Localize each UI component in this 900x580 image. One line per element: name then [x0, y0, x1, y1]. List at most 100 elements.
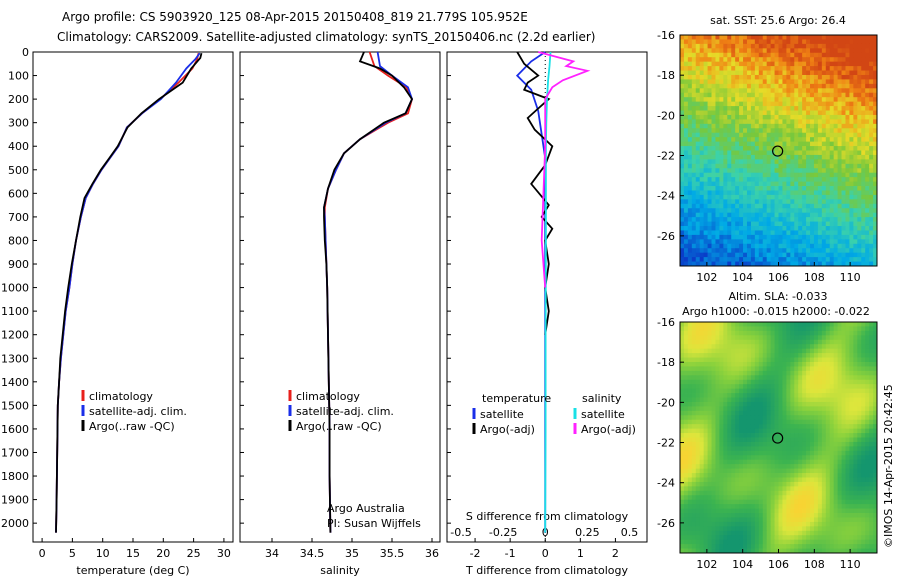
map-cell — [802, 190, 807, 196]
map-cell — [829, 101, 835, 107]
map-cell — [762, 243, 768, 249]
map-cell — [861, 70, 866, 76]
map-cell — [699, 490, 705, 496]
map-cell — [711, 52, 716, 58]
map-cell — [774, 424, 779, 430]
map-cell — [707, 464, 712, 469]
map-cell — [869, 261, 874, 267]
map-cell — [723, 186, 728, 191]
map-cell — [715, 230, 720, 236]
map-cell — [723, 70, 728, 76]
map-cell — [865, 339, 870, 345]
map-cell — [758, 234, 764, 240]
map-cell — [723, 119, 728, 125]
map-cell — [786, 437, 791, 443]
map-cell — [837, 66, 842, 71]
map-cell — [695, 437, 701, 443]
map-cell — [833, 252, 838, 258]
map-cell — [869, 366, 874, 372]
map-cell — [683, 441, 689, 447]
map-cell — [845, 43, 850, 49]
map-cell — [813, 455, 819, 461]
map-cell — [802, 163, 807, 169]
map-cell — [810, 74, 815, 80]
map-cell — [813, 61, 819, 67]
map-cell — [798, 48, 803, 54]
map-cell — [829, 499, 835, 505]
map-cell — [691, 39, 697, 45]
map-cell — [813, 70, 819, 76]
map-cell — [857, 203, 862, 209]
map-cell — [853, 361, 858, 367]
map-cell — [707, 39, 712, 45]
map-cell — [731, 348, 736, 354]
map-cell — [849, 199, 854, 205]
map-cell — [782, 450, 787, 456]
map-cell — [739, 66, 744, 71]
map-cell — [790, 186, 795, 191]
map-cell — [837, 88, 842, 94]
map-cell — [853, 477, 858, 483]
map-cell — [825, 221, 831, 227]
map-cell — [833, 410, 838, 416]
map-cell — [687, 92, 693, 98]
map-cell — [754, 119, 760, 125]
map-cell — [707, 361, 712, 367]
map-cell — [817, 221, 823, 227]
map-cell — [683, 446, 689, 452]
map-cell — [861, 79, 866, 85]
map-cell — [691, 388, 697, 394]
map-cell — [774, 88, 779, 94]
map-cell — [817, 361, 823, 367]
map-cell — [853, 357, 858, 363]
map-cell — [723, 344, 728, 350]
map-cell — [774, 348, 779, 354]
map-cell — [746, 348, 752, 354]
map-cell — [719, 114, 724, 120]
map-cell — [829, 477, 835, 483]
map-cell — [739, 464, 744, 469]
map-cell — [845, 154, 850, 160]
map-cell — [833, 154, 838, 160]
map-cell — [817, 330, 823, 336]
map-cell — [825, 261, 831, 267]
map-cell — [813, 186, 819, 191]
map-cell — [680, 499, 685, 505]
map-cell — [813, 234, 819, 240]
map-cell — [750, 79, 756, 85]
map-cell — [849, 366, 854, 372]
map-cell — [849, 172, 854, 178]
map-cell — [680, 495, 685, 501]
map-cell — [794, 97, 799, 103]
map-cell — [849, 348, 854, 354]
map-cell — [782, 397, 787, 403]
map-cell — [833, 39, 838, 45]
map-cell — [774, 226, 779, 231]
map-cell — [711, 83, 716, 89]
map-cell — [691, 154, 697, 160]
map-cell — [861, 486, 866, 492]
map-cell — [762, 397, 768, 403]
map-cell — [810, 88, 815, 94]
map-cell — [845, 92, 850, 98]
map-cell — [703, 70, 708, 76]
map-cell — [680, 97, 685, 103]
map-cell — [817, 459, 823, 465]
map-cell — [802, 181, 807, 187]
map-cell — [754, 79, 760, 85]
map-cell — [695, 326, 701, 332]
map-cell — [798, 257, 803, 262]
map-cell — [687, 406, 693, 412]
map-cell — [810, 114, 815, 120]
map-cell — [817, 464, 823, 469]
map-cell — [687, 110, 693, 116]
map-cell — [683, 88, 689, 94]
map-cell — [703, 146, 708, 151]
map-cell — [853, 83, 858, 89]
map-cell — [853, 257, 858, 262]
map-cell — [786, 128, 791, 134]
map-cell — [774, 114, 779, 120]
map-cell — [786, 70, 791, 76]
map-cell — [813, 137, 819, 143]
map-cell — [743, 486, 748, 492]
